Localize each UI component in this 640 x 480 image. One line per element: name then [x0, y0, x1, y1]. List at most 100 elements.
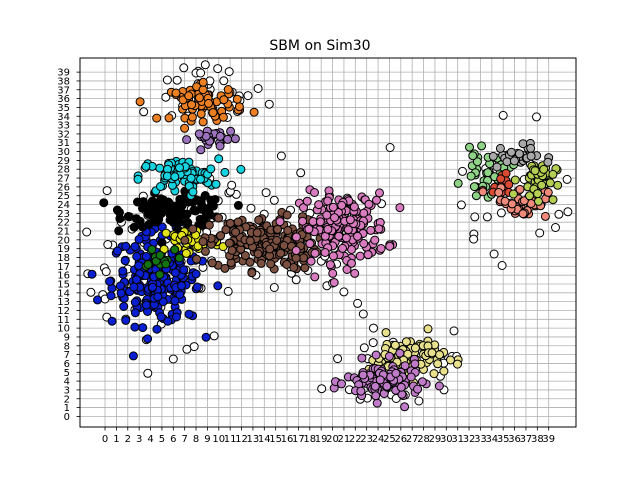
x-tick-label: 35 [497, 434, 510, 445]
cluster-point-brown [279, 241, 289, 250]
y-tick-label: 13 [57, 297, 70, 308]
cluster-point-black [179, 209, 189, 219]
noise-point [291, 275, 301, 285]
cluster-point-orange [171, 88, 181, 98]
y-tick-label: 34 [57, 112, 70, 123]
cluster-point-purple [226, 126, 236, 136]
noise-point [333, 354, 343, 364]
noise-point [86, 287, 96, 297]
cluster-point-olive-green [545, 178, 555, 188]
y-tick-label: 15 [57, 279, 70, 290]
cluster-point-blue [119, 302, 129, 311]
x-tick-label: 20 [326, 434, 339, 445]
cluster-point-violet [384, 351, 394, 361]
cluster-point-black [191, 206, 201, 216]
y-tick-label: 0 [64, 412, 70, 423]
cluster-point-purple [194, 129, 204, 139]
cluster-point-brown [207, 258, 217, 268]
cluster-point-pink [310, 272, 320, 282]
cluster-point-tan [427, 348, 437, 358]
x-tick-label: 4 [147, 434, 153, 445]
cluster-point-violet [382, 381, 392, 391]
cluster-point-light-green [453, 178, 463, 188]
noise-point [449, 326, 459, 336]
cluster-point-orange [194, 93, 204, 103]
cluster-point-pink [370, 235, 380, 245]
x-tick-label: 37 [520, 434, 533, 445]
cluster-point-blue [130, 297, 140, 307]
cluster-point-pink [329, 278, 339, 287]
noise-point [482, 212, 492, 222]
noise-point [219, 76, 229, 86]
cluster-point-blue [184, 309, 194, 319]
cluster-point-purple [196, 145, 206, 155]
cluster-point-pink [341, 233, 351, 243]
cluster-point-brown [240, 251, 250, 260]
cluster-point-blue [213, 281, 223, 291]
cluster-point-brown [273, 224, 283, 234]
x-tick-label: 21 [338, 434, 351, 445]
cluster-point-olive-green [539, 164, 549, 174]
cluster-point-tan [435, 350, 444, 360]
cluster-point-pink [322, 210, 332, 220]
cluster-point-violet [400, 361, 410, 371]
cluster-point-violet [406, 372, 416, 382]
cluster-point-pink [342, 265, 352, 274]
x-tick-label: 1 [113, 434, 119, 445]
x-tick-label: 10 [212, 434, 225, 445]
cluster-point-blue [130, 322, 140, 332]
cluster-point-tan [453, 359, 462, 369]
cluster-point-green [161, 259, 171, 269]
cluster-point-gray [514, 149, 524, 159]
cluster-point-black [208, 201, 218, 211]
x-tick-label: 39 [542, 434, 555, 445]
y-tick-label: 4 [64, 377, 70, 388]
cluster-point-pink [305, 239, 315, 249]
y-tick-label: 5 [64, 368, 70, 379]
x-tick-label: 8 [193, 434, 199, 445]
y-axis-ticks: 0123456789101112131415161718192021222324… [57, 68, 80, 423]
cluster-point-brown [283, 226, 293, 235]
cluster-point-brown [188, 224, 198, 234]
cluster-point-pink [343, 225, 353, 235]
noise-point [551, 223, 560, 232]
y-tick-label: 23 [57, 209, 70, 220]
y-tick-label: 31 [57, 138, 70, 149]
x-tick-label: 24 [372, 434, 385, 445]
cluster-point-purple [182, 135, 192, 145]
cluster-point-black [135, 216, 145, 226]
noise-point [200, 60, 210, 70]
noise-point [497, 261, 507, 270]
cluster-point-brown [245, 257, 255, 267]
x-tick-label: 16 [281, 434, 294, 445]
cluster-point-pink [350, 268, 360, 278]
cluster-point-pink [298, 216, 308, 226]
cluster-point-pink [355, 251, 365, 261]
cluster-point-tan [381, 328, 391, 338]
cluster-point-cyan [214, 154, 224, 164]
y-tick-label: 30 [57, 147, 70, 158]
cluster-point-light-green [466, 171, 476, 181]
cluster-point-tan [446, 355, 455, 365]
cluster-point-salmon [507, 199, 517, 209]
cluster-point-brown [225, 218, 235, 228]
cluster-point-orange [219, 95, 229, 105]
cluster-point-brown [272, 235, 282, 245]
cluster-point-orange [187, 100, 197, 110]
cluster-point-black [143, 209, 153, 219]
x-tick-label: 32 [463, 434, 476, 445]
cluster-point-pink [328, 268, 338, 278]
cluster-point-cyan [186, 173, 196, 183]
cluster-point-violet [358, 370, 368, 380]
cluster-point-blue [118, 266, 128, 276]
cluster-point-olive-green [553, 180, 563, 190]
cluster-point-black [123, 212, 133, 221]
cluster-point-brown [276, 248, 286, 258]
noise-point [196, 68, 206, 78]
cluster-point-black [160, 204, 169, 214]
cluster-point-black [138, 197, 148, 207]
cluster-point-violet [370, 381, 380, 391]
x-tick-label: 27 [406, 434, 419, 445]
cluster-point-pink [291, 232, 301, 242]
noise-point [496, 208, 506, 218]
